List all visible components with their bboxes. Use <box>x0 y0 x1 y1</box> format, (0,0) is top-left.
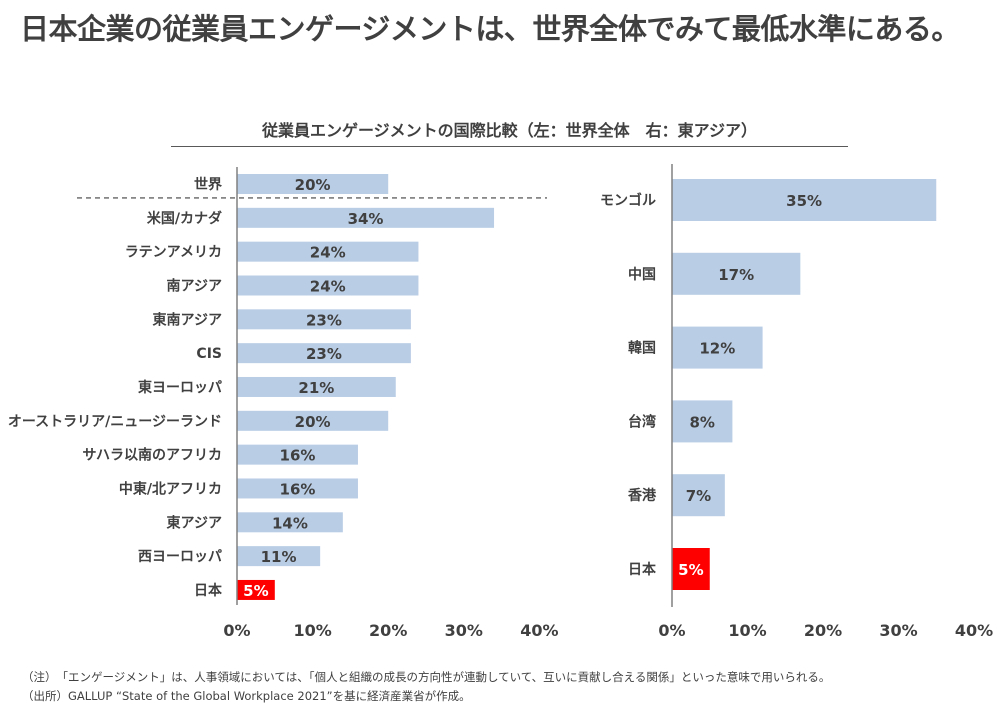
bar <box>237 512 343 533</box>
bar <box>237 478 358 499</box>
footnote-note: （注） 「エンゲージメント」は、人事領域においては、「個人と組織の成長の方向性が… <box>22 670 831 684</box>
category-label: 東南アジア <box>153 311 222 328</box>
category-label: 世界 <box>194 176 223 193</box>
category-label: ラテンアメリカ <box>125 245 222 261</box>
category-label: 東アジア <box>167 514 222 531</box>
x-tick-label: 30% <box>445 621 483 640</box>
category-label: 中東/北アフリカ <box>119 480 222 497</box>
bar <box>672 179 937 221</box>
data-label: 24% <box>310 277 346 295</box>
data-label: 24% <box>310 244 346 262</box>
category-label: 米国/カナダ <box>147 210 222 227</box>
bar <box>237 410 389 431</box>
bar <box>237 444 358 465</box>
x-tick-label: 40% <box>520 621 558 640</box>
category-label: モンゴル <box>600 192 656 209</box>
bar <box>672 400 733 443</box>
chart-subtitle: 従業員エンゲージメントの国際比較（左：世界全体 右：東アジア） <box>261 121 758 140</box>
bar <box>237 376 396 397</box>
bar <box>237 309 411 330</box>
data-label: 23% <box>306 345 342 363</box>
chart-east-asia: モンゴル 35% 中国 17% 韓国 12% 台湾 8% 香港 7% 日本 5% 0% 10% 20% 30%… <box>600 164 993 640</box>
subtitle-divider <box>171 146 848 147</box>
category-label: 東ヨーロッパ <box>138 379 222 396</box>
x-tick-label: 0% <box>658 621 685 640</box>
x-tick-label: 20% <box>369 621 407 640</box>
category-label: 西ヨーロッパ <box>138 549 222 565</box>
bar <box>237 174 389 194</box>
bar-highlight <box>237 579 275 600</box>
data-label: 7% <box>686 487 711 505</box>
data-label: 8% <box>689 413 714 431</box>
bar-highlight <box>672 548 710 590</box>
data-label: 16% <box>280 447 316 465</box>
data-label: 11% <box>261 548 297 566</box>
bar <box>237 241 419 262</box>
category-label: オーストラリア/ニュージーランド <box>8 414 222 430</box>
footnotes: （注） 「エンゲージメント」は、人事領域においては、「個人と組織の成長の方向性が… <box>22 668 830 706</box>
data-label: 17% <box>718 266 754 284</box>
data-label: 5% <box>243 582 268 600</box>
category-label: 韓国 <box>628 340 656 357</box>
bar <box>237 343 411 364</box>
chart-world: 世界 20% 米国/カナダ 34% ラテンアメリカ 24% 南アジア 24% 東南アジア 23% C… <box>8 167 559 640</box>
x-tick-label: 20% <box>804 621 842 640</box>
category-label: 中国 <box>628 266 656 283</box>
footnote-source: （出所）GALLUP “State of the Global Workplac… <box>22 689 471 703</box>
category-label: 南アジア <box>167 277 222 294</box>
data-label: 35% <box>786 192 822 210</box>
category-label: 日本 <box>194 582 223 599</box>
data-label: 20% <box>295 176 331 194</box>
page-title: 日本企業の従業員エンゲージメントは、世界全体でみて最低水準にある。 <box>20 12 960 46</box>
category-label: CIS <box>196 346 222 362</box>
category-label: 日本 <box>628 561 657 578</box>
data-label: 34% <box>348 210 384 228</box>
x-tick-label: 40% <box>955 621 993 640</box>
bar <box>237 546 321 567</box>
x-tick-label: 0% <box>223 621 250 640</box>
x-tick-label: 30% <box>879 621 917 640</box>
bar <box>672 326 763 369</box>
x-tick-label: 10% <box>728 621 766 640</box>
data-label: 12% <box>699 340 735 358</box>
category-label: サハラ以南のアフリカ <box>83 447 222 464</box>
category-label: 香港 <box>627 487 657 504</box>
bar <box>237 207 495 228</box>
bar <box>237 275 419 296</box>
data-label: 5% <box>678 561 703 579</box>
data-label: 14% <box>272 514 308 532</box>
bar <box>672 252 801 295</box>
bar <box>672 474 725 517</box>
data-label: 21% <box>298 379 334 397</box>
category-label: 台湾 <box>628 413 656 430</box>
data-label: 16% <box>280 480 316 498</box>
data-label: 20% <box>295 413 331 431</box>
x-tick-label: 10% <box>293 621 331 640</box>
data-label: 23% <box>306 311 342 329</box>
